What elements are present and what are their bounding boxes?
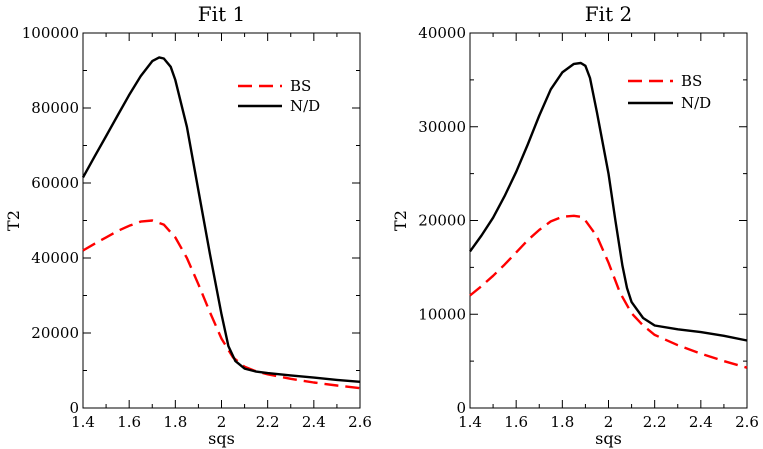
y-tick-label: 0 xyxy=(456,399,466,417)
x-tick-label: 2 xyxy=(604,413,614,431)
series-line-n-d xyxy=(469,61,748,342)
y-tick-label: 10000 xyxy=(418,305,466,323)
legend-label: BS xyxy=(681,72,702,90)
y-tick-label: 0 xyxy=(69,399,79,417)
x-tick-label: 1.4 xyxy=(458,413,482,431)
x-axis-title: sqs xyxy=(208,429,235,448)
legend-label: BS xyxy=(290,77,311,95)
legend-label: N/D xyxy=(681,94,711,112)
x-tick-label: 2.2 xyxy=(256,413,280,431)
y-axis-title: T2 xyxy=(4,210,23,231)
series-line-n-d xyxy=(81,56,361,383)
x-tick-label: 2.6 xyxy=(735,413,759,431)
y-tick-label: 100000 xyxy=(22,24,79,42)
plot-frame xyxy=(82,32,361,409)
x-tick-label: 1.8 xyxy=(163,413,187,431)
x-tick-label: 1.6 xyxy=(504,413,528,431)
series-line-bs xyxy=(82,219,361,390)
chart-panel-2: Fit 2 1.4 1.6 1.8 2 2.2 2.4 2.6 0 10000 20000 30000… xyxy=(391,2,759,448)
x-tick-label: 2.2 xyxy=(643,413,667,431)
x-tick-label: 2 xyxy=(217,413,227,431)
legend: BS N/D xyxy=(628,72,711,112)
y-tick-label: 20000 xyxy=(418,212,466,230)
chart-title: Fit 2 xyxy=(585,2,632,26)
x-tick-label: 1.8 xyxy=(550,413,574,431)
x-tick-label: 1.6 xyxy=(117,413,141,431)
y-tick-label: 60000 xyxy=(31,174,79,192)
y-axis-title: T2 xyxy=(391,210,410,231)
plot-frame xyxy=(469,32,748,409)
x-tick-label: 1.4 xyxy=(71,413,95,431)
chart-title: Fit 1 xyxy=(198,2,245,26)
x-tick-label: 2.4 xyxy=(302,413,326,431)
y-tick-label: 80000 xyxy=(31,99,79,117)
legend-label: N/D xyxy=(290,97,320,115)
x-axis-title: sqs xyxy=(595,429,622,448)
y-tick-label: 40000 xyxy=(31,249,79,267)
x-tick-label: 2.4 xyxy=(689,413,713,431)
y-tick-label: 20000 xyxy=(31,324,79,342)
legend: BS N/D xyxy=(238,77,320,115)
y-tick-label: 30000 xyxy=(418,118,466,136)
x-tick-label: 2.6 xyxy=(348,413,372,431)
y-tick-label: 40000 xyxy=(418,24,466,42)
chart-panel-1: Fit 1 1.4 1.6 1.8 2 2.2 2.4 2.6 0 20000 40000 60000… xyxy=(4,2,372,448)
series-line-bs xyxy=(469,214,748,369)
